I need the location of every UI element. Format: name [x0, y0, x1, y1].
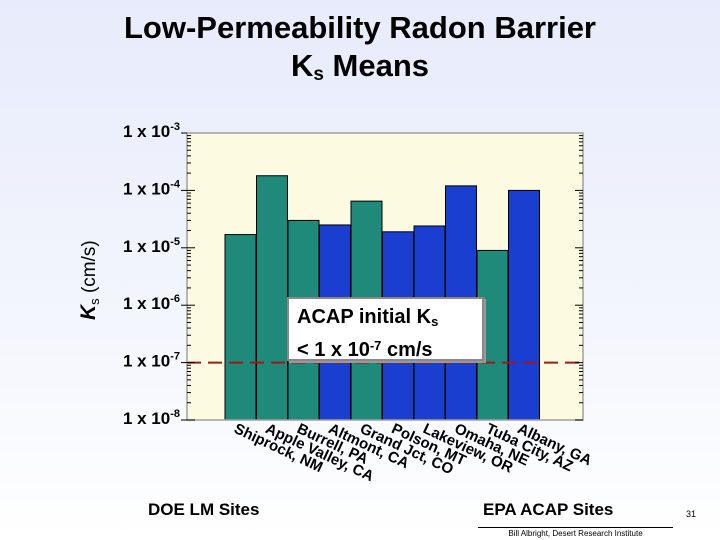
annotation-line2-exponent: -7: [369, 338, 382, 353]
credit-text: Bill Albright, Desert Research Institute: [478, 527, 673, 538]
annotation-line1-subscript: s: [431, 314, 439, 329]
annotation-line2-text: < 1 x 10: [297, 339, 370, 361]
y-tick-label: 1 x 10-4: [123, 178, 181, 198]
bar: [256, 175, 288, 421]
y-tick-label: 1 x 10-3: [123, 121, 180, 141]
bar: [508, 189, 540, 421]
group-label-doe: DOE LM Sites: [148, 500, 259, 519]
bar: [224, 234, 257, 421]
annotation-line2-unit: cm/s: [381, 339, 433, 361]
y-axis-ticks: 1 x 10-3 1 x 10-4 1 x 10-5 1 x 10-6 1 x 10-7…: [123, 121, 187, 428]
plot-border: [186, 132, 584, 421]
y-tick-label: 1 x 10-8: [123, 408, 180, 428]
y-axis-label: Ks (cm/s): [77, 240, 102, 320]
axis-frame: [186, 132, 584, 421]
page-subtitle: Ks Means: [0, 48, 720, 93]
y-tick-label: 1 x 10-5: [123, 236, 180, 256]
page-number: 31: [686, 509, 697, 519]
page-title: Low-Permeability Radon Barrier: [123, 10, 596, 45]
annotation-line1-text: ACAP initial K: [297, 306, 432, 328]
group-label-epa: EPA ACAP Sites: [483, 500, 613, 519]
title-k: K: [290, 48, 314, 83]
annotation-line1: ACAP initial Ks: [297, 305, 482, 334]
annotation-line2: < 1 x 10-7 cm/s: [297, 334, 482, 362]
y-tick-label: 1 x 10-7: [123, 351, 180, 371]
y-tick-label: 1 x 10-6: [123, 293, 180, 313]
title-means: Means: [323, 48, 430, 83]
threshold-annotation: ACAP initial Ks < 1 x 10-7 cm/s: [287, 297, 484, 361]
title-k-subscript: s: [313, 64, 324, 85]
